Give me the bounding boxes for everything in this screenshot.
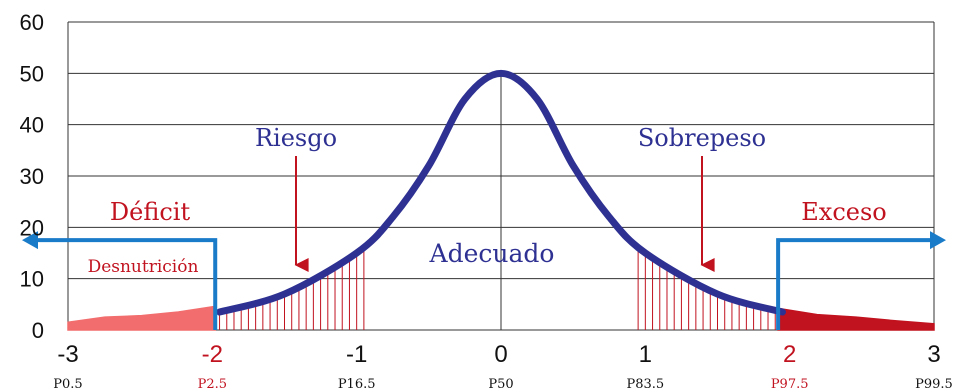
x-tick-label: -2 (202, 341, 223, 368)
y-tick-label: 30 (20, 164, 44, 189)
x-tick-labels: -3 -2 -1 0 1 2 3 (57, 341, 940, 368)
label-obesidad: Obesidad (809, 257, 890, 277)
percentile-label: P99.5 (915, 377, 953, 392)
deficit-region (67, 305, 216, 331)
label-riesgo: Riesgo (255, 124, 337, 152)
right-boundary-line (776, 238, 930, 330)
y-tick-label: 10 (20, 267, 44, 292)
curve-layer (216, 69, 786, 316)
series-curve (216, 69, 786, 316)
x-tick-label: 3 (927, 341, 940, 368)
y-tick-label: 60 (20, 10, 44, 35)
y-tick-label: 50 (20, 61, 44, 86)
boundary-lines (22, 231, 946, 330)
y-tick-labels: 0 10 20 30 40 50 60 (20, 10, 44, 343)
y-tick-label: 0 (32, 318, 44, 343)
left-boundary-line (36, 238, 218, 330)
left-arrow-head (22, 231, 38, 250)
percentile-label: P16.5 (338, 377, 376, 392)
exceso-region (777, 307, 935, 331)
x-tick-label: 1 (639, 341, 652, 368)
label-exceso: Exceso (801, 198, 886, 226)
percentile-labels: P0.5 P2.5 P16.5 P50 P83.5 P97.5 P99.5 (53, 377, 953, 392)
x-tick-label: -3 (57, 341, 78, 368)
label-deficit: Déficit (110, 198, 191, 226)
label-desnutricion: Desnutrición (88, 257, 199, 277)
x-tick-label: 0 (494, 341, 507, 368)
y-tick-label: 20 (20, 215, 44, 240)
x-tick-label: -1 (346, 341, 367, 368)
percentile-label: P50 (488, 377, 513, 392)
grid (67, 21, 935, 331)
label-adecuado: Adecuado (429, 239, 555, 268)
percentile-label: P0.5 (53, 377, 82, 392)
percentile-label: P83.5 (626, 377, 664, 392)
x-tick-label: 2 (783, 341, 796, 368)
percentile-label: P2.5 (198, 377, 227, 392)
y-tick-label: 40 (20, 113, 44, 138)
right-arrow-head (930, 231, 946, 250)
label-sobrepeso: Sobrepeso (638, 124, 766, 152)
percentile-label: P97.5 (771, 377, 809, 392)
